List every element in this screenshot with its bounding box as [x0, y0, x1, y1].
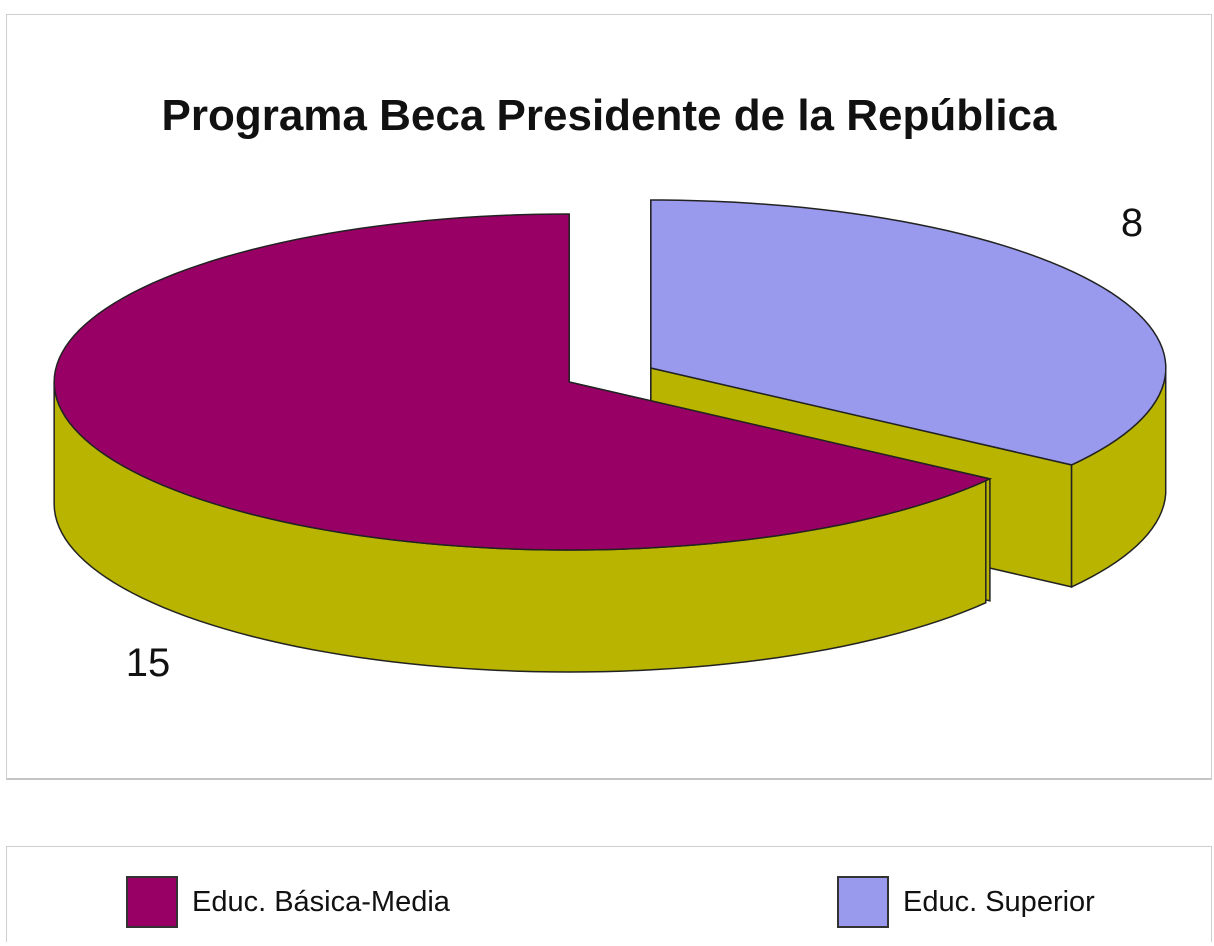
legend: Educ. Básica-Media Educ. Superior: [6, 846, 1212, 942]
legend-label-basica-media: Educ. Básica-Media: [192, 885, 450, 918]
pie-slice-1: [650, 199, 1167, 466]
legend-item-superior: Educ. Superior: [837, 874, 1095, 930]
pie-data-labels: 15 8: [126, 201, 1143, 685]
chart-title: Programa Beca Presidente de la República: [161, 91, 1057, 140]
chart-frame: Programa Beca Presidente de la República: [6, 14, 1212, 780]
data-label-1: 8: [1121, 201, 1143, 245]
legend-label-superior: Educ. Superior: [903, 885, 1095, 918]
data-label-0: 15: [126, 641, 171, 685]
legend-swatch-superior: [837, 876, 889, 928]
pie-slice-0: [53, 213, 993, 551]
pie-tops: [53, 199, 1167, 551]
legend-swatch-basica-media: [126, 876, 178, 928]
legend-item-basica-media: Educ. Básica-Media: [126, 874, 450, 930]
